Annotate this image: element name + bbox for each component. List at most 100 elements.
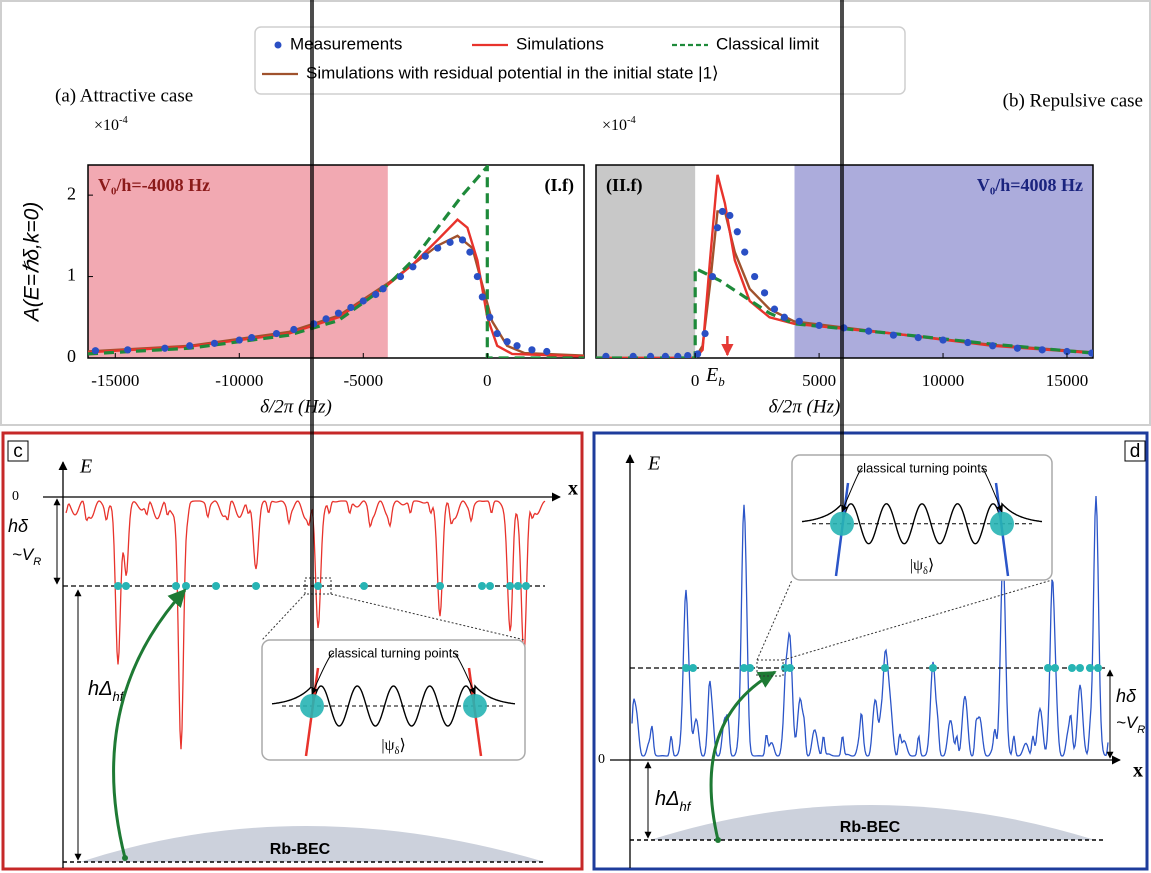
turning-point [122,582,130,590]
turning-point [1051,664,1059,672]
approx-label-sub: R [33,556,41,568]
zoom-box [756,659,784,677]
measurement-point [815,321,823,330]
x-tick-label: -15000 [91,371,139,390]
potential-curve [631,495,1109,757]
measurement-point [124,346,132,354]
measurement-point [751,272,759,281]
scale-label-text: ×10 [94,117,119,134]
panel-label: d [1130,441,1141,462]
approx-label: ~VR [1116,713,1145,735]
region-label: V₀/h=-4008 Hz [98,175,210,195]
inset-state: |ψδ⟩ [910,557,934,577]
region-label: V₀/h=4008 Hz [977,175,1083,195]
measurement-point [466,248,474,256]
x-tick-label: 10000 [922,371,965,390]
approx-label-text: ~V [12,545,35,564]
measurement-point [889,331,898,339]
measurement-point [684,351,692,358]
series-group [88,165,584,358]
turning-point [114,582,122,590]
series-group [596,174,1093,358]
turning-point [172,582,180,590]
measurement-point [434,244,442,252]
measurement-point [347,303,355,312]
measurement-point [396,272,405,281]
region [88,165,388,358]
measurement-point [914,334,922,342]
wavefunction [271,0,516,727]
x-tick-label: 0 [691,371,700,390]
region-label: (I.f) [545,175,575,196]
measurement-point [795,317,803,325]
measurement-point [741,248,749,256]
measurement-point [865,327,873,335]
measurement-point [478,293,486,301]
turning-point [1044,664,1052,672]
annotation-label-sub: b [718,374,725,389]
measurement-point [1013,344,1021,352]
panel-label-box [1124,440,1146,462]
zero-label: 0 [598,752,605,767]
start-dot [122,855,128,861]
inset-turning-point [830,511,854,536]
measurement-point [674,352,682,358]
zoom-line [782,579,1053,661]
turning-point [314,582,322,590]
measurement-point [1088,349,1093,357]
caption-pointer [453,652,476,695]
x-tick-label: 15000 [1046,371,1089,390]
measurement-point [726,211,734,220]
measurement-point [210,339,219,347]
measurement-point [272,329,281,338]
legend-label: Simulations with residual potential in t… [306,63,719,82]
bec-cloud [80,826,545,862]
measurement-point [359,297,367,305]
x-tick-label: -10000 [215,371,263,390]
approx-label-sub: R [1137,724,1145,736]
turning-point [929,664,937,672]
measurement-point [186,342,194,350]
zoom-box [304,577,332,595]
measurement-point [840,324,848,332]
measurement-point [528,346,536,354]
measurement-point [964,338,972,347]
approx-label: ~VR [12,545,41,567]
turning-point [746,664,754,672]
inset-box [261,639,526,761]
legend-marker [274,41,282,49]
turning-point [486,582,494,590]
zoom-line [261,593,306,641]
measurement-point [493,329,501,338]
measurement-point [939,336,947,344]
hf-label: hΔhf [88,678,125,704]
hf-label: hΔhf [655,788,692,814]
inset-turning-point [300,694,324,718]
zoom-line [756,579,793,661]
hf-label-sub: hf [680,799,692,814]
legend-label: Measurements [290,34,402,53]
measurement-point [543,347,551,356]
measurement-point [372,290,380,299]
caption-pointer [981,467,1003,513]
transition-arrow [112,588,187,859]
measurement-point [235,336,243,344]
inset-state-text: |ψ [910,557,923,574]
turning-point [682,664,690,672]
hf-label-text: hΔ [655,788,680,810]
measurement-point [1063,347,1071,356]
scale-label-text: ×10 [602,117,627,134]
measurement-point [334,309,343,317]
bec-cloud [650,805,1095,840]
turning-point [740,664,748,672]
scale-label: ×10-4 [602,115,636,134]
panel-label-box [7,440,29,462]
legend-label: Classical limit [716,34,819,53]
x-axis-label: δ/2π (Hz) [769,396,841,417]
y-tick-label: 1 [67,265,76,285]
caption-pointer [311,652,334,695]
x-tick-label: 5000 [802,371,836,390]
annotation-label: Eb [705,364,725,390]
measurement-point [760,289,769,297]
